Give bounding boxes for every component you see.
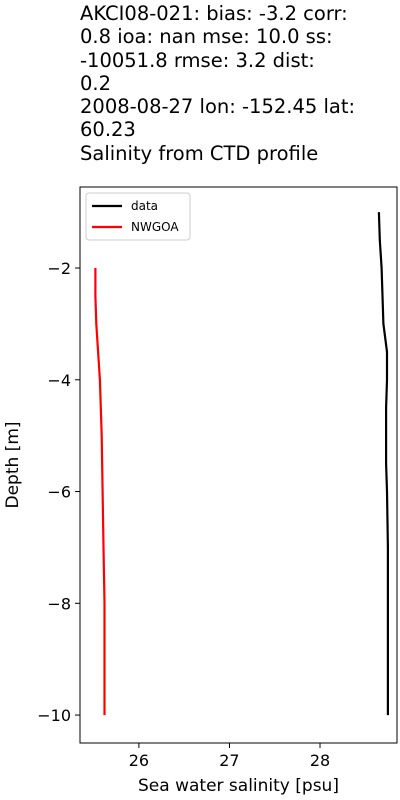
- title-line: -10051.8 rmse: 3.2 dist:: [80, 48, 315, 72]
- x-axis-label: Sea water salinity [psu]: [138, 776, 339, 796]
- series-line-nwgoa: [94, 268, 106, 716]
- y-tick-label: −8: [47, 594, 71, 613]
- y-tick-label: −4: [47, 371, 71, 390]
- plot-area: [94, 212, 389, 716]
- series-line-data: [377, 212, 389, 716]
- title-line: Salinity from CTD profile: [80, 141, 319, 165]
- title-line: 60.23: [80, 118, 136, 142]
- title-line: AKCI08-021: bias: -3.2 corr:: [80, 2, 348, 25]
- x-axis: 26 27 28: [129, 743, 330, 770]
- legend-box: [85, 192, 191, 241]
- legend-label: data: [131, 199, 158, 213]
- x-tick-label: 27: [219, 751, 239, 770]
- title-line: 0.8 ioa: nan mse: 10.0 ss:: [80, 25, 333, 49]
- x-tick-label: 28: [310, 751, 330, 770]
- title-line: 0.2: [80, 71, 112, 95]
- title-line: 2008-08-27 lon: -152.45 lat:: [80, 95, 356, 119]
- legend-label: NWGOA: [131, 220, 179, 234]
- y-tick-label: −2: [47, 259, 71, 278]
- legend: data NWGOA: [85, 192, 191, 241]
- y-tick-label: −6: [47, 483, 71, 502]
- y-tick-label: −10: [37, 706, 71, 725]
- plot-frame: [79, 186, 398, 744]
- y-axis-label: Depth [m]: [3, 421, 23, 508]
- chart-title: AKCI08-021: bias: -3.2 corr: 0.8 ioa: nan…: [80, 2, 398, 165]
- x-tick-label: 26: [129, 751, 149, 770]
- y-axis: −2 −4 −6 −8 −10: [37, 259, 80, 725]
